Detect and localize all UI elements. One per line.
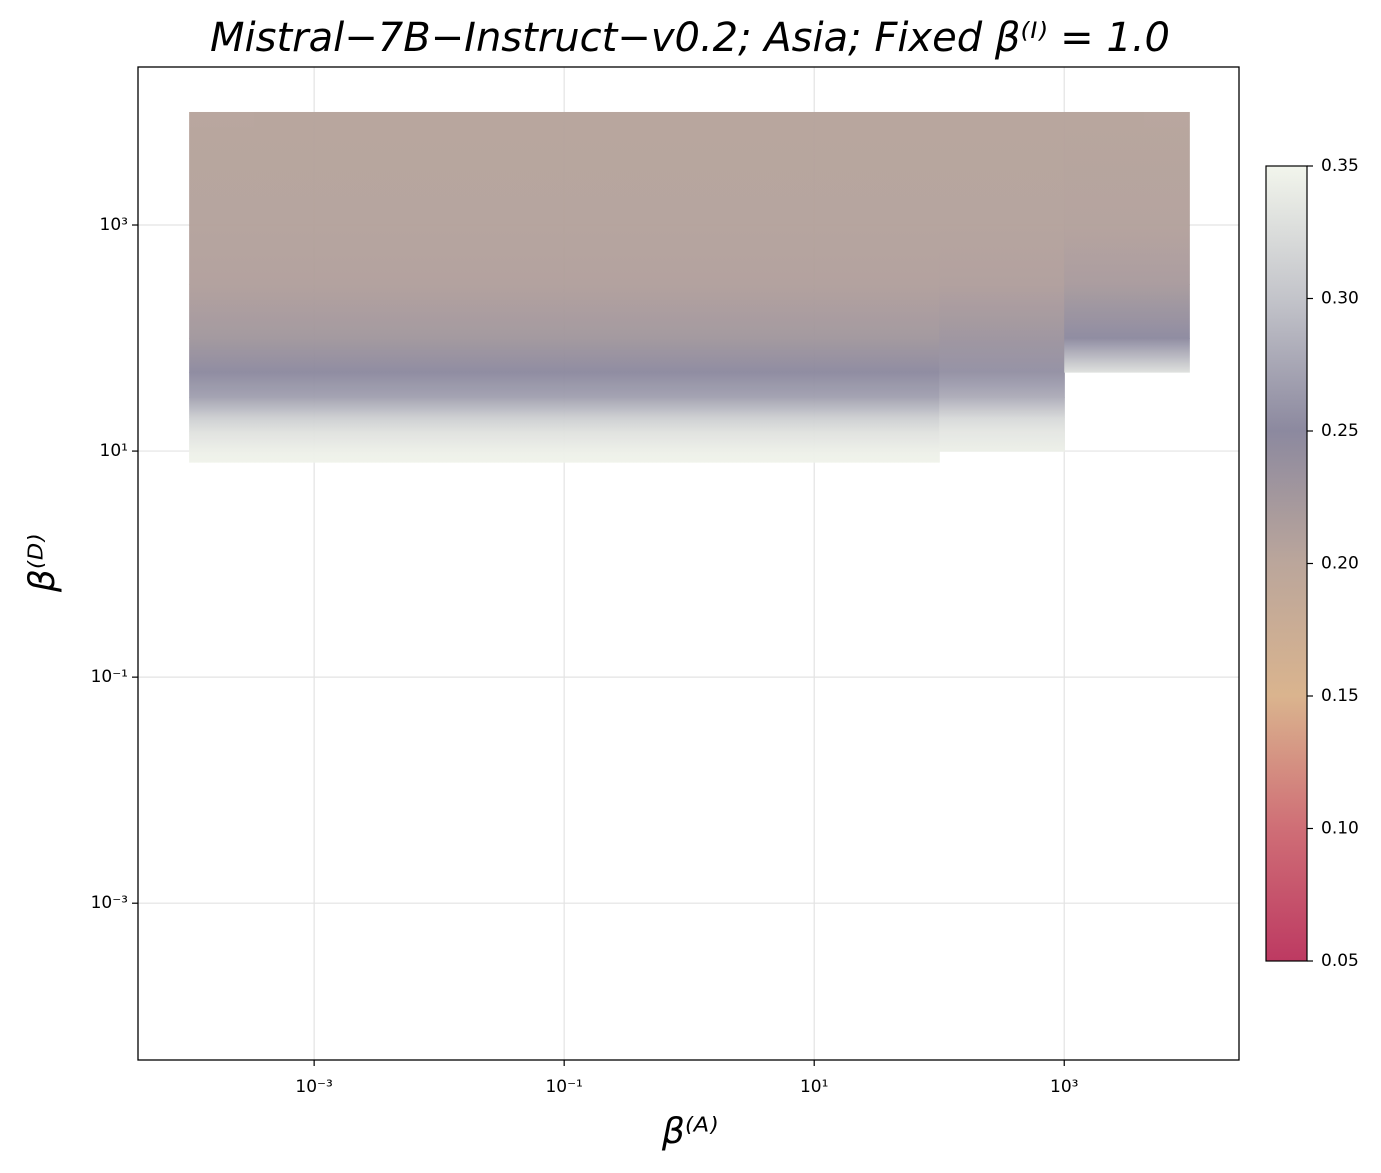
heatmap-cell [564,451,690,463]
heatmap-cell [1064,111,1190,226]
heatmap-cell [689,372,815,398]
heatmap-cell [939,417,1065,432]
heatmap-cell [189,417,315,432]
y-axis-label: β⁽ᴰ⁾ [22,534,63,593]
x-tick-label: 10⁻³ [295,1077,332,1097]
colorbar-tick-label: 0.05 [1321,951,1359,971]
colorbar-tick-label: 0.20 [1321,554,1359,574]
heatmap-cell [564,338,690,373]
plot-frame [137,66,1240,1061]
heatmap-cell [939,338,1065,373]
heatmap-cell [314,111,440,226]
heatmap-cell [939,225,1065,285]
heatmap-cell [814,397,940,418]
heatmap-cell [689,225,815,285]
heatmap-cell [689,338,815,373]
heatmap-cell [689,284,815,339]
heatmap-cell [689,451,815,463]
heatmap-cell [314,372,440,398]
y-tick-label: 10¹ [100,441,128,461]
heatmap-cell [689,417,815,432]
heatmap-cell [314,451,440,463]
heatmap-cell [814,225,940,285]
heatmap-cell [189,111,315,226]
colorbar [1265,165,1308,962]
x-axis-label: β⁽ᴬ⁾ [661,1111,718,1152]
heatmap-cell [814,431,940,452]
y-tick-label: 10³ [100,215,128,235]
heatmap-cell [439,284,565,339]
heatmap-cell [564,225,690,285]
x-tick-label: 10⁻¹ [545,1077,582,1097]
heatmap-cell [314,397,440,418]
heatmap-cell [564,284,690,339]
heatmap-cell [689,431,815,452]
heatmap-cell [564,397,690,418]
heatmap-cell [939,284,1065,339]
heatmap-cell [564,431,690,452]
heatmap-cell [814,284,940,339]
heatmap-cell [314,225,440,285]
x-tick-label: 10¹ [800,1077,828,1097]
heatmap-cell [439,451,565,463]
heatmap-cell [314,338,440,373]
heatmap-cell [939,111,1065,226]
x-tick-label: 10³ [1050,1077,1078,1097]
heatmap-cell [689,111,815,226]
heatmap-cell [439,111,565,226]
heatmap-cell [939,431,1065,452]
heatmap-cell [939,372,1065,398]
colorbar-tick-label: 0.35 [1321,156,1359,176]
heatmap-cell [314,284,440,339]
heatmap-cell [814,451,940,463]
heatmap-cell [189,338,315,373]
y-tick-label: 10⁻³ [91,893,128,913]
heatmap-cell [1064,284,1190,339]
colorbar-tick-label: 0.30 [1321,289,1359,309]
heatmap-cell [439,225,565,285]
heatmap-cell [564,372,690,398]
heatmap-cell [814,111,940,226]
heatmap-cell [189,225,315,285]
heatmap-cell [189,451,315,463]
colorbar-tick-label: 0.10 [1321,819,1359,839]
heatmap-cell [439,431,565,452]
heatmap-cell [689,397,815,418]
heatmap-cell [439,372,565,398]
heatmap-cell [439,417,565,432]
heatmap-cell [939,397,1065,418]
heatmap [189,111,1190,463]
heatmap-cell [1064,338,1190,373]
heatmap-cell [314,417,440,432]
heatmap-cell [814,372,940,398]
heatmap-cell [564,111,690,226]
chart-title: Mistral−7B−Instruct−v0.2; Asia; Fixed β⁽… [210,15,1170,61]
heatmap-cell [439,397,565,418]
y-tick-label: 10⁻¹ [91,667,128,687]
heatmap-cell [189,372,315,398]
heatmap-cell [189,284,315,339]
heatmap-cell [189,397,315,418]
heatmap-cell [1064,225,1190,285]
colorbar-tick-label: 0.25 [1321,421,1359,441]
heatmap-cell [314,431,440,452]
colorbar-tick-label: 0.15 [1321,686,1359,706]
heatmap-cell [564,417,690,432]
heatmap-cell [814,338,940,373]
heatmap-cell [814,417,940,432]
heatmap-cell [439,338,565,373]
heatmap-cell [189,431,315,452]
